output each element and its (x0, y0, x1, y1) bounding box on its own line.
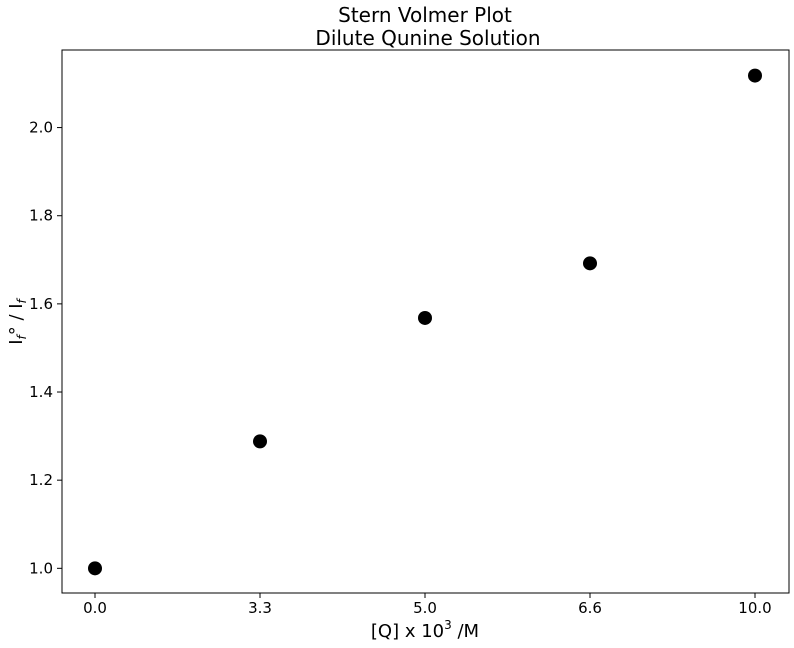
x-tick-label: 6.6 (578, 599, 602, 617)
data-point (418, 310, 432, 325)
y-tick-label: 2.0 (29, 119, 53, 137)
chart-title: Stern Volmer Plot (338, 3, 512, 27)
x-tick-label: 0.0 (83, 599, 107, 617)
y-tick-label: 1.4 (29, 383, 53, 401)
x-tick-label: 3.3 (248, 599, 272, 617)
y-axis-label-mid: ° / I (6, 303, 27, 335)
y-tick-label: 1.6 (29, 295, 53, 313)
y-axis-label: If° / If (6, 297, 29, 344)
x-axis-label: [Q] x 103 /M (371, 618, 479, 642)
x-tick-label: 10.0 (738, 599, 771, 617)
y-tick-label: 1.2 (29, 471, 53, 489)
x-axis-label-sup: 3 (444, 618, 452, 632)
x-axis-ticks: 0.0 3.3 5.0 6.6 10.0 (83, 593, 772, 617)
data-point (253, 434, 267, 449)
x-axis-label-main: [Q] x 10 (371, 621, 444, 642)
data-point (583, 256, 597, 271)
data-point (748, 68, 762, 83)
chart-subtitle: Dilute Qunine Solution (315, 26, 540, 50)
data-point (88, 561, 102, 576)
y-axis-label-main: I (6, 339, 27, 344)
y-axis-label-sub: f (15, 333, 29, 339)
y-axis-ticks: 1.0 1.2 1.4 1.6 1.8 2.0 (29, 119, 62, 577)
y-axis-label-sub2: f (15, 297, 29, 303)
x-tick-label: 5.0 (413, 599, 437, 617)
y-tick-label: 1.8 (29, 207, 53, 225)
data-points (88, 68, 762, 576)
y-tick-label: 1.0 (29, 559, 53, 577)
x-axis-label-suffix: /M (452, 621, 479, 642)
